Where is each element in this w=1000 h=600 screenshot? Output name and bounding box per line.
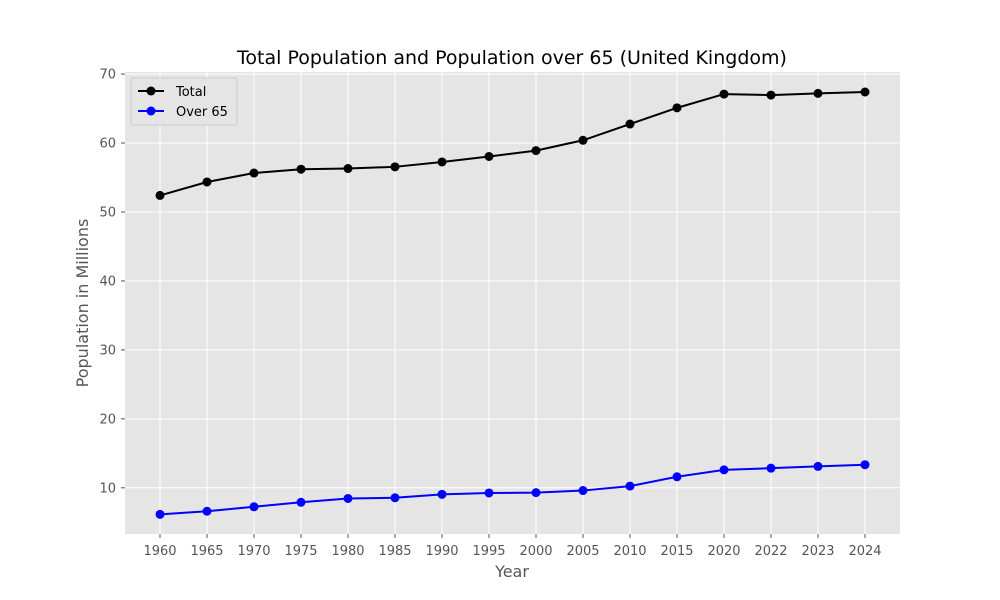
x-tick-label: 2010 — [613, 544, 646, 559]
y-tick-label: 30 — [99, 343, 116, 358]
data-point-over-65 — [390, 493, 400, 503]
x-tick-label: 2022 — [754, 544, 787, 559]
x-tick-label: 1985 — [378, 544, 411, 559]
data-point-total — [860, 87, 870, 97]
data-point-over-65 — [296, 497, 306, 507]
series-line-total — [159, 90, 866, 197]
x-tick-label: 2020 — [707, 544, 740, 559]
data-point-over-65 — [578, 486, 588, 496]
y-tick-label: 60 — [99, 137, 116, 152]
data-point-total — [202, 177, 212, 187]
x-tick-label: 2005 — [566, 544, 599, 559]
data-point-over-65 — [719, 465, 729, 475]
data-point-over-65 — [672, 472, 682, 482]
data-point-over-65 — [531, 488, 541, 498]
data-point-total — [343, 164, 353, 174]
data-point-over-65 — [625, 481, 635, 491]
data-point-total — [155, 190, 165, 200]
data-point-over-65 — [343, 493, 353, 503]
y-tick-label: 20 — [99, 412, 116, 427]
plot-background — [125, 72, 900, 534]
data-point-total — [766, 90, 776, 100]
y-axis-ticks: 10 20 30 40 50 60 70 — [99, 68, 125, 496]
legend-over65-marker — [146, 106, 156, 116]
y-tick-label: 70 — [99, 68, 116, 83]
series-layer — [155, 87, 870, 519]
y-tick-label: 10 — [99, 481, 116, 496]
x-tick-label: 1960 — [143, 544, 176, 559]
data-point-total — [719, 89, 729, 99]
legend-total-marker — [146, 86, 156, 96]
data-point-total — [484, 151, 494, 161]
data-point-over-65 — [766, 463, 776, 473]
data-point-total — [249, 168, 259, 178]
data-point-over-65 — [484, 488, 494, 498]
y-axis-label: Population in Millions — [73, 219, 92, 388]
legend-box — [130, 77, 238, 126]
data-point-over-65 — [155, 509, 165, 519]
data-point-total — [578, 135, 588, 145]
data-point-total — [531, 146, 541, 156]
data-point-over-65 — [860, 460, 870, 470]
legend: Total Over 65 — [130, 77, 238, 126]
x-tick-label: 1980 — [331, 544, 364, 559]
data-point-total — [296, 164, 306, 174]
data-point-over-65 — [813, 461, 823, 471]
x-tick-label: 1965 — [190, 544, 223, 559]
data-point-total — [672, 103, 682, 113]
data-point-total — [390, 162, 400, 172]
x-tick-label: 1995 — [472, 544, 505, 559]
y-tick-label: 50 — [99, 205, 116, 220]
x-tick-label: 1990 — [425, 544, 458, 559]
x-tick-label: 2015 — [660, 544, 693, 559]
data-point-total — [813, 88, 823, 98]
data-point-total — [437, 157, 447, 167]
x-axis-ticks: 1960 1965 1970 1975 1980 1985 1990 1995 2000 2005… — [143, 534, 882, 559]
grid-lines — [125, 72, 900, 534]
x-tick-label: 2000 — [519, 544, 552, 559]
data-point-over-65 — [202, 506, 212, 516]
legend-over65-label: Over 65 — [176, 105, 228, 120]
x-axis-label: Year — [494, 562, 529, 581]
series-line-over-65 — [159, 463, 866, 516]
x-tick-label: 2023 — [801, 544, 834, 559]
x-tick-label: 1975 — [284, 544, 317, 559]
chart-title: Total Population and Population over 65 … — [236, 47, 787, 69]
data-point-total — [625, 119, 635, 129]
data-point-over-65 — [249, 502, 259, 512]
data-point-over-65 — [437, 489, 447, 499]
y-tick-label: 40 — [99, 274, 116, 289]
x-tick-label: 1970 — [237, 544, 270, 559]
legend-total-label: Total — [175, 85, 206, 100]
x-tick-label: 2024 — [848, 544, 881, 559]
